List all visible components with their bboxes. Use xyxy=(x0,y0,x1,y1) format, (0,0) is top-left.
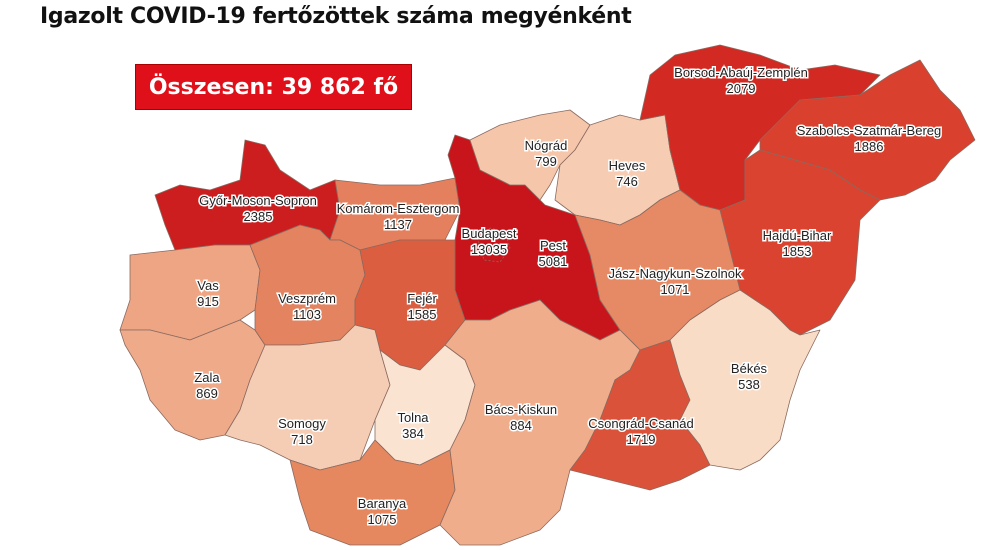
total-count-badge: Összesen: 39 862 fő xyxy=(135,64,412,110)
map-title: Igazolt COVID-19 fertőzöttek száma megyé… xyxy=(40,4,632,29)
county-bekes xyxy=(669,289,821,471)
county-value-label: 5081 xyxy=(539,254,568,269)
county-name-label: Budapest xyxy=(462,226,517,241)
county-name-label: Baranya xyxy=(358,496,407,511)
county-name-label: Csongrád-Csanád xyxy=(588,416,694,431)
county-value-label: 1137 xyxy=(384,217,412,232)
county-value-label: 1886 xyxy=(855,139,884,154)
county-value-label: 2385 xyxy=(244,209,273,224)
county-value-label: 1719 xyxy=(627,432,656,447)
county-value-label: 1853 xyxy=(783,244,812,259)
county-value-label: 538 xyxy=(738,377,760,392)
county-name-label: Komárom-Esztergom xyxy=(337,201,460,216)
county-name-label: Vas xyxy=(197,278,219,293)
county-value-label: 1585 xyxy=(408,307,437,322)
county-name-label: Győr-Moson-Sopron xyxy=(199,193,317,208)
county-name-label: Szabolcs-Szatmár-Bereg xyxy=(797,123,942,138)
county-value-label: 2079 xyxy=(727,81,756,96)
county-value-label: 1071 xyxy=(661,282,690,297)
county-value-label: 746 xyxy=(616,174,638,189)
county-name-label: Veszprém xyxy=(278,291,336,306)
county-name-label: Tolna xyxy=(397,410,429,425)
county-value-label: 915 xyxy=(197,294,219,309)
county-name-label: Bács-Kiskun xyxy=(485,402,557,417)
county-name-label: Fejér xyxy=(407,291,437,306)
county-jasz-nagykun-szolnok xyxy=(574,189,741,351)
county-name-label: Somogy xyxy=(278,416,326,431)
county-budapest xyxy=(477,227,511,263)
county-name-label: Heves xyxy=(609,158,646,173)
county-name-label: Jász-Nagykun-Szolnok xyxy=(609,266,742,281)
county-name-label: Borsod-Abaúj-Zemplén xyxy=(674,65,808,80)
county-value-label: 884 xyxy=(510,418,532,433)
county-value-label: 799 xyxy=(535,154,557,169)
county-name-label: Békés xyxy=(731,361,768,376)
county-value-label: 1075 xyxy=(368,512,397,527)
county-name-label: Nógrád xyxy=(525,138,568,153)
county-value-label: 718 xyxy=(291,432,313,447)
county-name-label: Pest xyxy=(540,238,566,253)
county-name-label: Zala xyxy=(194,370,220,385)
county-value-label: 384 xyxy=(402,426,424,441)
county-name-label: Hajdú-Bihar xyxy=(763,228,832,243)
county-value-label: 869 xyxy=(196,386,218,401)
county-value-label: 13035 xyxy=(471,242,507,257)
county-value-label: 1103 xyxy=(293,307,321,322)
